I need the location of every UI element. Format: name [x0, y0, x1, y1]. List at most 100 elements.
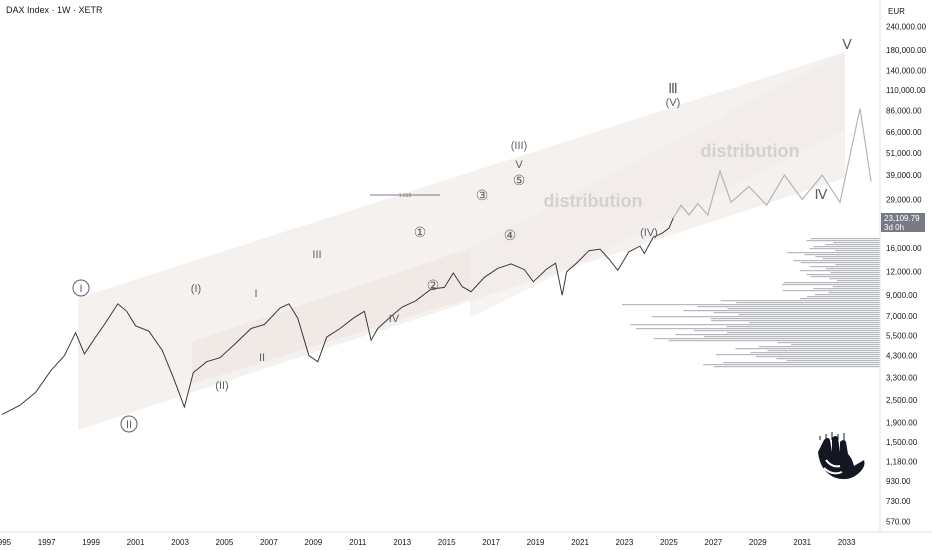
shaka-hand-logo	[818, 432, 865, 480]
volume-profile-bar	[799, 270, 880, 272]
volume-profile-bar	[750, 352, 880, 354]
volume-profile-bar	[787, 252, 880, 254]
wave-label-circled-4: ④	[504, 227, 517, 243]
distribution-label-2: distribution	[701, 141, 800, 161]
y-tick-label: 1,500.00	[886, 438, 918, 447]
y-tick-label: 29,000.00	[886, 195, 922, 204]
projection-series-line	[672, 108, 872, 219]
volume-profile-bar	[814, 294, 880, 296]
volume-profile-bar	[833, 242, 880, 244]
wave-label-II: II	[126, 419, 132, 431]
volume-profile-bar	[703, 364, 880, 366]
x-tick-label: 2003	[171, 538, 189, 547]
wave-label-circled-2: ②	[427, 277, 440, 293]
y-tick-label: 9,000.00	[886, 291, 918, 300]
volume-profile-bar	[806, 240, 880, 242]
distribution-label-1: distribution	[544, 191, 643, 211]
volume-profile-bar	[830, 272, 880, 274]
x-tick-label: 2015	[438, 538, 456, 547]
volume-profile	[622, 238, 880, 368]
x-tick-label: 2009	[304, 538, 322, 547]
volume-profile-bar	[804, 254, 880, 256]
x-tick-label: 2011	[349, 538, 367, 547]
y-tick-label: 86,000.00	[886, 106, 922, 115]
volume-profile-bar	[636, 328, 880, 330]
y-tick-label: 180,000.00	[886, 46, 927, 55]
y-tick-label: 1,180.00	[886, 458, 918, 467]
volume-profile-bar	[786, 360, 880, 362]
wave-label-circle	[72, 279, 90, 297]
y-tick-label: 140,000.00	[886, 66, 927, 75]
y-tick-label: 240,000.00	[886, 22, 927, 31]
x-tick-label: 2029	[749, 538, 767, 547]
wave-label-III: III	[312, 249, 321, 261]
volume-profile-bar	[758, 346, 880, 348]
volume-profile-bar	[822, 258, 880, 260]
x-tick-label: 2001	[127, 538, 145, 547]
upper-channel-segment	[470, 52, 845, 318]
wave-labels: I II (I) (II) I II III IV ① ② ③ ④ ⑤ V (I…	[72, 36, 852, 433]
currency-label: EUR	[888, 7, 905, 16]
volume-profile-bar	[815, 256, 880, 258]
y-tick-label: 51,000.00	[886, 149, 922, 158]
volume-profile-bar	[622, 304, 880, 306]
volume-profile-bar	[653, 338, 880, 340]
chart-title: DAX Index · 1W · XETR	[6, 5, 103, 15]
volume-profile-bar	[726, 326, 880, 328]
volume-profile-bar	[813, 288, 880, 290]
volume-profile-bar	[810, 238, 880, 240]
volume-profile-bar	[723, 362, 880, 364]
last-price-value: 23,109.79	[884, 214, 920, 223]
x-tick-label: 2023	[616, 538, 634, 547]
volume-profile-bar	[777, 342, 880, 344]
volume-profile-bar	[713, 312, 880, 314]
x-tick-label: 1999	[82, 538, 100, 547]
volume-profile-bar	[810, 276, 880, 278]
volume-profile-bar	[776, 358, 880, 360]
volume-profile-bar	[738, 314, 880, 316]
y-tick-label: 110,000.00	[886, 86, 926, 95]
volume-profile-bar	[800, 262, 880, 264]
volume-profile-bar	[781, 284, 880, 286]
volume-profile-bar	[835, 264, 880, 266]
wave-label-circle	[120, 415, 138, 433]
y-tick-label: 4,300.00	[886, 352, 918, 361]
last-price-countdown: 3d 0h	[884, 223, 905, 232]
x-tick-label: 2007	[260, 538, 278, 547]
volume-profile-bar	[713, 366, 880, 368]
wave-label-paren-III: (III)	[511, 140, 528, 152]
wave-label-I: I	[79, 283, 82, 295]
price-axis[interactable]: 240,000.00 180,000.00 140,000.00 110,000.00…	[886, 22, 927, 526]
volume-profile-bar	[806, 296, 880, 298]
volume-profile-bar	[735, 348, 880, 350]
x-tick-label: 2005	[216, 538, 234, 547]
y-tick-label: 16,000.00	[886, 244, 922, 253]
y-tick-label: 7,000.00	[886, 312, 918, 321]
y-tick-label: 730.00	[886, 497, 911, 506]
volume-profile-bar	[828, 292, 880, 294]
y-tick-label: 1,900.00	[886, 419, 918, 428]
x-tick-label: 1995	[0, 538, 12, 547]
volume-profile-bar	[782, 290, 880, 292]
x-tick-label: 2017	[482, 538, 500, 547]
volume-profile-bar	[651, 316, 880, 318]
y-tick-label: 66,000.00	[886, 128, 922, 137]
volume-profile-bar	[832, 286, 880, 288]
y-tick-label: 570.00	[886, 517, 911, 526]
volume-profile-bar	[783, 282, 880, 284]
volume-profile-bar	[813, 246, 880, 248]
volume-profile-bar	[748, 322, 880, 324]
volume-profile-bar	[825, 268, 880, 270]
volume-profile-bar	[716, 354, 880, 356]
volume-profile-bar	[829, 278, 880, 280]
x-tick-label: 2021	[571, 538, 589, 547]
volume-profile-bar	[697, 306, 880, 308]
time-axis[interactable]: 1995 1997 1999 2001 2003 2005 2007 2009 2011 2013…	[0, 538, 856, 547]
y-tick-label: 5,500.00	[886, 332, 918, 341]
y-tick-label: 3,300.00	[886, 373, 918, 382]
volume-profile-bar	[793, 260, 880, 262]
volume-profile-bar	[727, 308, 880, 310]
volume-profile-bar	[799, 298, 880, 300]
y-tick-label: 12,000.00	[886, 268, 922, 277]
